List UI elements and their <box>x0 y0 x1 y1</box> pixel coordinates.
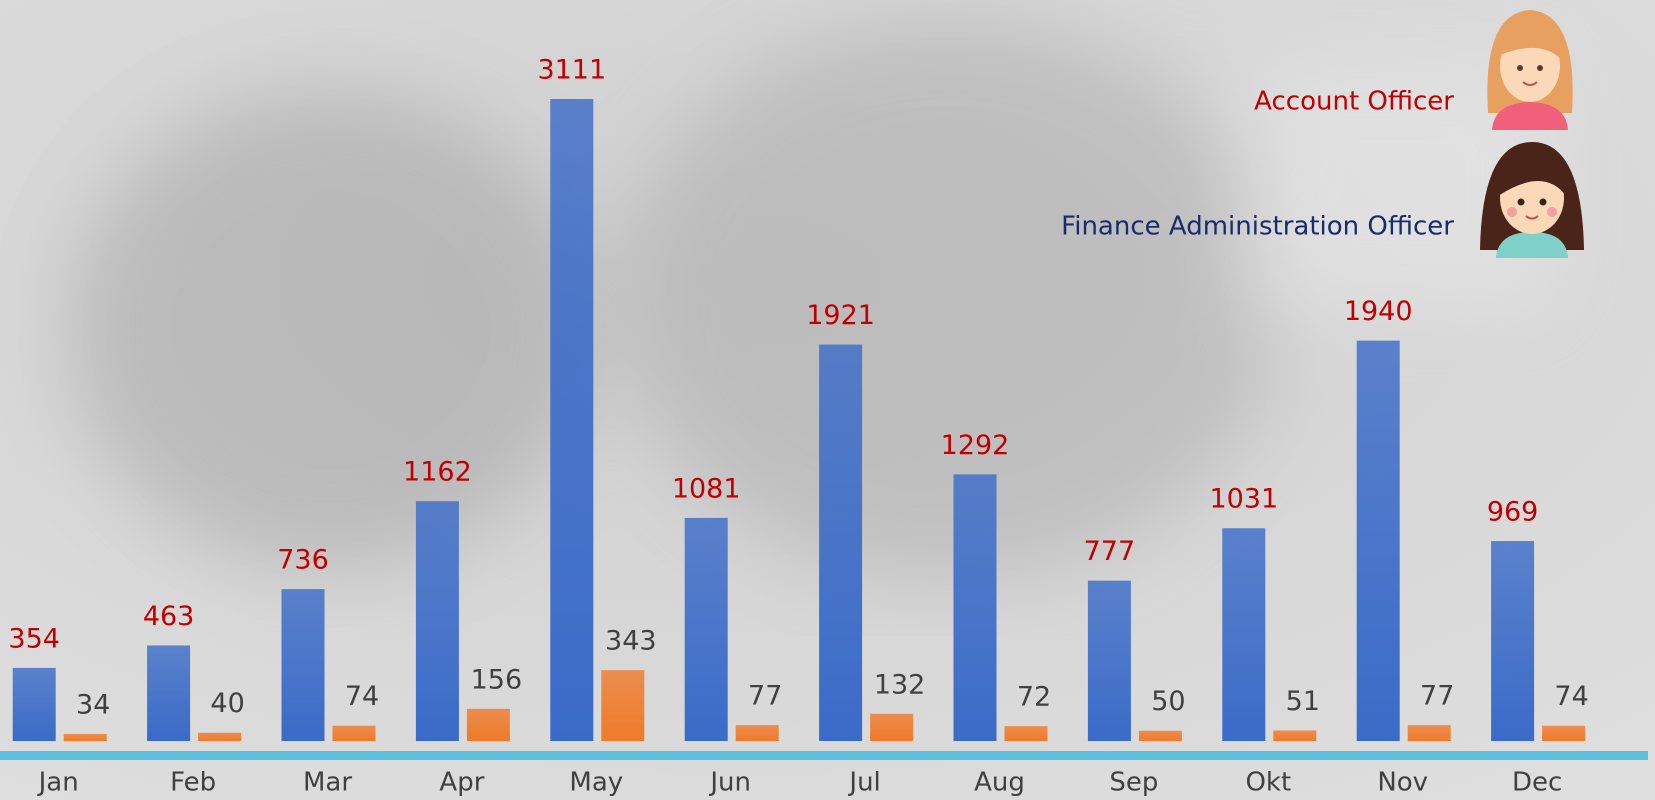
x-tick-label: Sep <box>1109 768 1158 798</box>
value-label: 72 <box>1017 682 1051 713</box>
bar <box>870 714 913 741</box>
bar <box>601 670 644 741</box>
value-label: 77 <box>1420 681 1454 712</box>
bar <box>198 733 241 741</box>
x-tick-label: Jan <box>37 768 79 798</box>
value-label: 77 <box>748 681 782 712</box>
value-label: 3111 <box>537 55 606 86</box>
legend-label: Account Officer <box>1254 87 1454 117</box>
value-label: 50 <box>1151 686 1185 717</box>
value-label: 132 <box>874 669 926 700</box>
bar <box>736 725 779 741</box>
x-tick-label: Aug <box>974 768 1025 798</box>
x-tick-label: Jul <box>847 768 880 798</box>
bar <box>1273 730 1316 741</box>
bar <box>1408 725 1451 741</box>
axis-line <box>0 751 1648 760</box>
bar <box>1088 581 1131 741</box>
chart: Jan 354 34 Feb 463 40 Mar 736 74 Apr 1162 156 May 311… <box>0 0 1655 800</box>
bar <box>1542 726 1585 741</box>
value-label: 1940 <box>1344 296 1413 327</box>
bar <box>819 345 862 741</box>
x-tick-label: Dec <box>1512 768 1562 798</box>
x-tick-label: Nov <box>1377 768 1428 798</box>
value-label: 74 <box>1554 681 1588 712</box>
bar <box>13 668 56 741</box>
bar <box>416 501 459 741</box>
value-label: 1031 <box>1209 484 1278 515</box>
value-label: 354 <box>8 623 60 654</box>
value-label: 343 <box>605 626 657 657</box>
x-tick-label: Apr <box>439 768 484 798</box>
bar <box>64 734 107 741</box>
bar <box>550 99 593 741</box>
value-label: 736 <box>277 545 329 576</box>
bar <box>1357 341 1400 741</box>
bar <box>282 589 325 741</box>
bar <box>467 709 510 741</box>
bar <box>333 726 376 741</box>
value-label: 40 <box>210 688 244 719</box>
bar <box>1005 726 1048 741</box>
x-tick-label: Okt <box>1245 768 1291 798</box>
value-label: 969 <box>1487 497 1539 528</box>
value-label: 1081 <box>672 473 741 504</box>
value-label: 463 <box>143 601 195 632</box>
value-label: 156 <box>471 664 523 695</box>
value-label: 74 <box>345 681 379 712</box>
x-tick-label: Mar <box>303 768 352 798</box>
value-label: 34 <box>76 689 110 720</box>
bar <box>1491 541 1534 741</box>
bar <box>1139 731 1182 741</box>
legend-label: Finance Administration Officer <box>1061 212 1454 242</box>
bar <box>147 645 190 741</box>
value-label: 777 <box>1084 536 1136 567</box>
bar <box>685 518 728 741</box>
bar <box>1222 528 1265 741</box>
x-tick-label: May <box>569 768 623 798</box>
page: {"chart_data": {"type": "bar", "categori… <box>0 0 1655 800</box>
value-label: 51 <box>1286 686 1320 717</box>
x-tick-label: Feb <box>170 768 216 798</box>
value-label: 1162 <box>403 457 472 488</box>
value-label: 1921 <box>806 300 875 331</box>
x-tick-label: Jun <box>708 768 751 798</box>
value-label: 1292 <box>941 430 1010 461</box>
bar <box>954 474 997 741</box>
